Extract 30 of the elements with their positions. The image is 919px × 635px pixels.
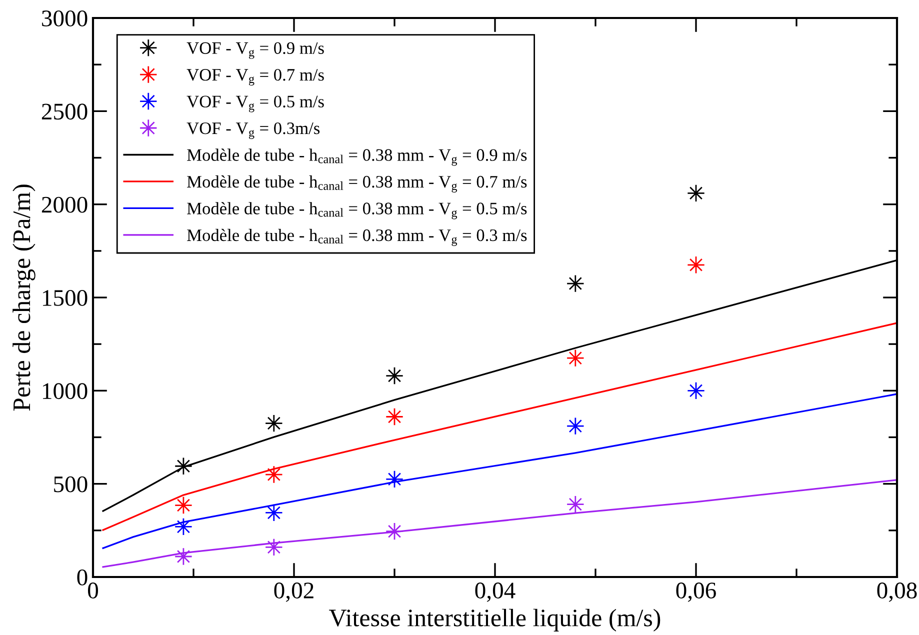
point	[264, 414, 283, 432]
y-axis-title: Perte de charge (Pa/m)	[12, 184, 36, 411]
y-tick-label: 500	[54, 476, 88, 492]
y-tick-label: 2000	[42, 196, 88, 213]
y-tick-label: 1000	[42, 383, 88, 400]
legend-label: VOF - V$_{g}$ = 0.9 m/s	[186, 42, 324, 59]
point	[566, 495, 584, 514]
legend-label: VOF - V$_{g}$ = 0.7 m/s	[186, 68, 324, 86]
point	[264, 504, 283, 522]
x-tick-label: 0,04	[475, 582, 516, 602]
y-tick-label: 2500	[42, 104, 88, 120]
legend-label: Modèle de tube - h$_{canal}$ = 0.38 mm - V$_{g}$ = 0.7 m/s	[187, 175, 527, 192]
x-tick-label: 0	[88, 582, 98, 598]
legend-label: Modèle de tube - h$_{canal}$ = 0.38 mm - V$_{g}$ = 0.9 m/s	[187, 148, 527, 166]
legend-label: VOF - V$_{g}$ = 0.5 m/s	[186, 96, 324, 112]
line-series	[102, 393, 897, 549]
y-tick-label: 1500	[42, 290, 88, 306]
legend-label: Modèle de tube - h$_{canal}$ = 0.38 mm - V$_{g}$ = 0.3 m/s	[187, 228, 527, 246]
x-tick-label: 0,08	[877, 582, 917, 602]
y-tick-label: 3000	[42, 10, 88, 26]
point	[566, 417, 584, 436]
x-tick-label: 0,06	[676, 582, 716, 602]
point	[566, 349, 584, 368]
y-tick-label: 0	[77, 569, 88, 586]
x-axis-title: Vitesse interstitielle liquide (m/s)	[329, 608, 660, 632]
legend-label: Modèle de tube - h$_{canal}$ = 0.38 mm - V$_{g}$ = 0.5 m/s	[187, 202, 527, 220]
x-tick-label: 0,02	[274, 582, 314, 602]
legend-label: VOF - V$_{g}$ = 0.3m/s	[186, 122, 320, 139]
line-series	[102, 322, 897, 531]
line-series	[102, 479, 897, 568]
